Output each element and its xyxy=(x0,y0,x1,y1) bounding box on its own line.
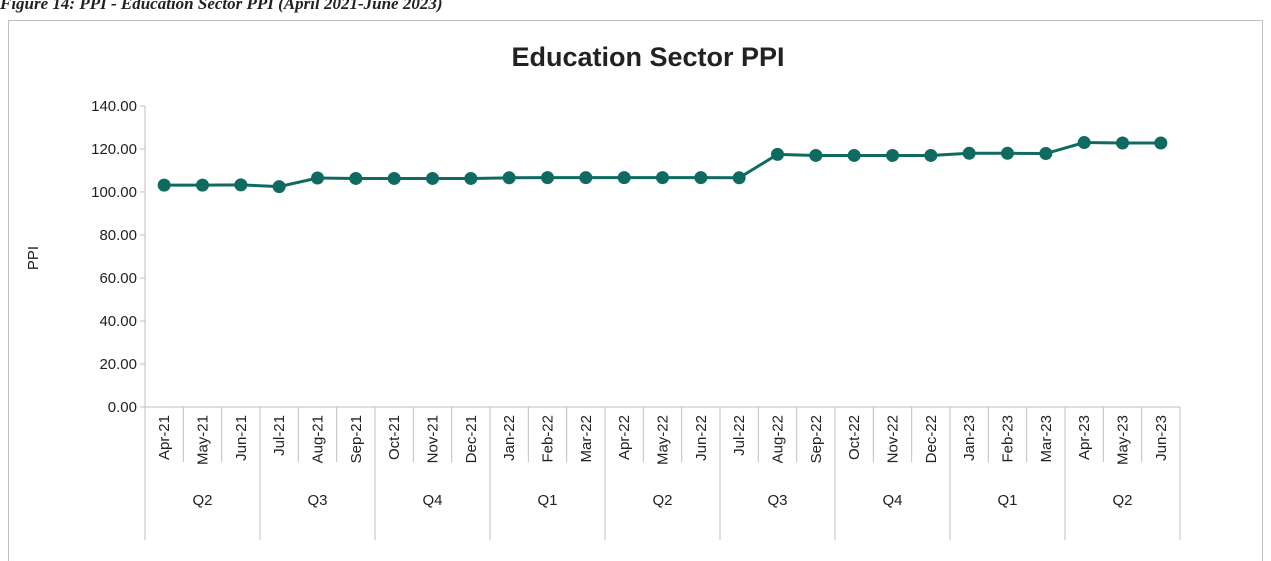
x-tick-label: Jan-23 xyxy=(961,415,978,461)
x-tick-label: Oct-22 xyxy=(846,415,863,460)
marker xyxy=(157,178,171,192)
marker xyxy=(1039,147,1053,161)
marker xyxy=(426,171,439,185)
marker xyxy=(924,148,938,162)
x-tick-label: Jun-23 xyxy=(1153,415,1170,461)
y-tick-label: 0.00 xyxy=(108,399,137,416)
x-tick-label: Nov-22 xyxy=(885,415,902,463)
marker xyxy=(1116,136,1129,150)
y-tick-label: 40.00 xyxy=(99,313,137,330)
marker xyxy=(349,171,363,185)
marker xyxy=(541,171,554,185)
y-tick-label: 120.00 xyxy=(91,141,137,158)
marker xyxy=(1077,136,1091,150)
marker xyxy=(847,148,861,162)
x-tick-label: Feb-23 xyxy=(1000,415,1017,463)
quarter-label: Q3 xyxy=(307,492,327,509)
x-tick-label: Jun-22 xyxy=(693,415,710,461)
marker xyxy=(694,171,708,185)
x-tick-label: Jan-22 xyxy=(501,415,518,461)
marker xyxy=(656,171,669,185)
marker xyxy=(886,148,899,162)
y-tick-label: 60.00 xyxy=(99,270,137,287)
quarter-label: Q2 xyxy=(192,492,212,509)
marker xyxy=(771,147,784,161)
y-axis-label: PPI xyxy=(25,246,42,270)
y-tick-label: 80.00 xyxy=(99,227,137,244)
x-tick-label: Apr-23 xyxy=(1076,415,1093,460)
marker xyxy=(579,171,593,185)
y-tick-label: 140.00 xyxy=(91,98,137,115)
marker xyxy=(196,178,209,192)
x-tick-label: Dec-21 xyxy=(463,415,480,463)
quarter-label: Q2 xyxy=(1112,492,1132,509)
marker xyxy=(1154,136,1168,150)
marker xyxy=(311,171,324,185)
x-tick-label: May-21 xyxy=(195,415,212,465)
figure-caption: Figure 14: PPI - Education Sector PPI (A… xyxy=(0,0,442,13)
marker xyxy=(387,171,401,185)
marker xyxy=(502,171,516,185)
quarter-label: Q1 xyxy=(997,492,1017,509)
x-tick-label: Mar-23 xyxy=(1038,415,1055,463)
x-tick-label: Apr-21 xyxy=(156,415,173,460)
chart-border xyxy=(8,20,1263,561)
marker xyxy=(464,171,478,185)
chart-title: Education Sector PPI xyxy=(511,42,784,72)
x-tick-label: May-23 xyxy=(1115,415,1132,465)
quarter-label: Q4 xyxy=(882,492,902,509)
x-tick-label: Jul-21 xyxy=(271,415,288,456)
quarter-label: Q2 xyxy=(652,492,672,509)
x-tick-label: Sep-21 xyxy=(348,415,365,463)
marker xyxy=(1001,146,1014,160)
x-tick-label: Jul-22 xyxy=(731,415,748,456)
x-tick-label: Mar-22 xyxy=(578,415,595,463)
x-tick-label: Dec-22 xyxy=(923,415,940,463)
quarter-label: Q4 xyxy=(422,492,442,509)
quarter-label: Q3 xyxy=(767,492,787,509)
marker xyxy=(617,171,631,185)
x-tick-label: Apr-22 xyxy=(616,415,633,460)
marker xyxy=(809,148,823,162)
x-tick-label: Nov-21 xyxy=(425,415,442,463)
marker xyxy=(234,178,248,192)
x-tick-label: Oct-21 xyxy=(386,415,403,460)
x-tick-label: Aug-22 xyxy=(770,415,787,463)
marker xyxy=(272,180,286,194)
x-tick-label: Jun-21 xyxy=(233,415,250,461)
y-tick-label: 100.00 xyxy=(91,184,137,201)
y-tick-label: 20.00 xyxy=(99,356,137,373)
x-tick-label: May-22 xyxy=(655,415,672,465)
x-tick-label: Aug-21 xyxy=(310,415,327,463)
x-tick-label: Feb-22 xyxy=(540,415,557,463)
marker xyxy=(732,171,746,185)
marker xyxy=(962,146,976,160)
quarter-label: Q1 xyxy=(537,492,557,509)
x-tick-label: Sep-22 xyxy=(808,415,825,463)
